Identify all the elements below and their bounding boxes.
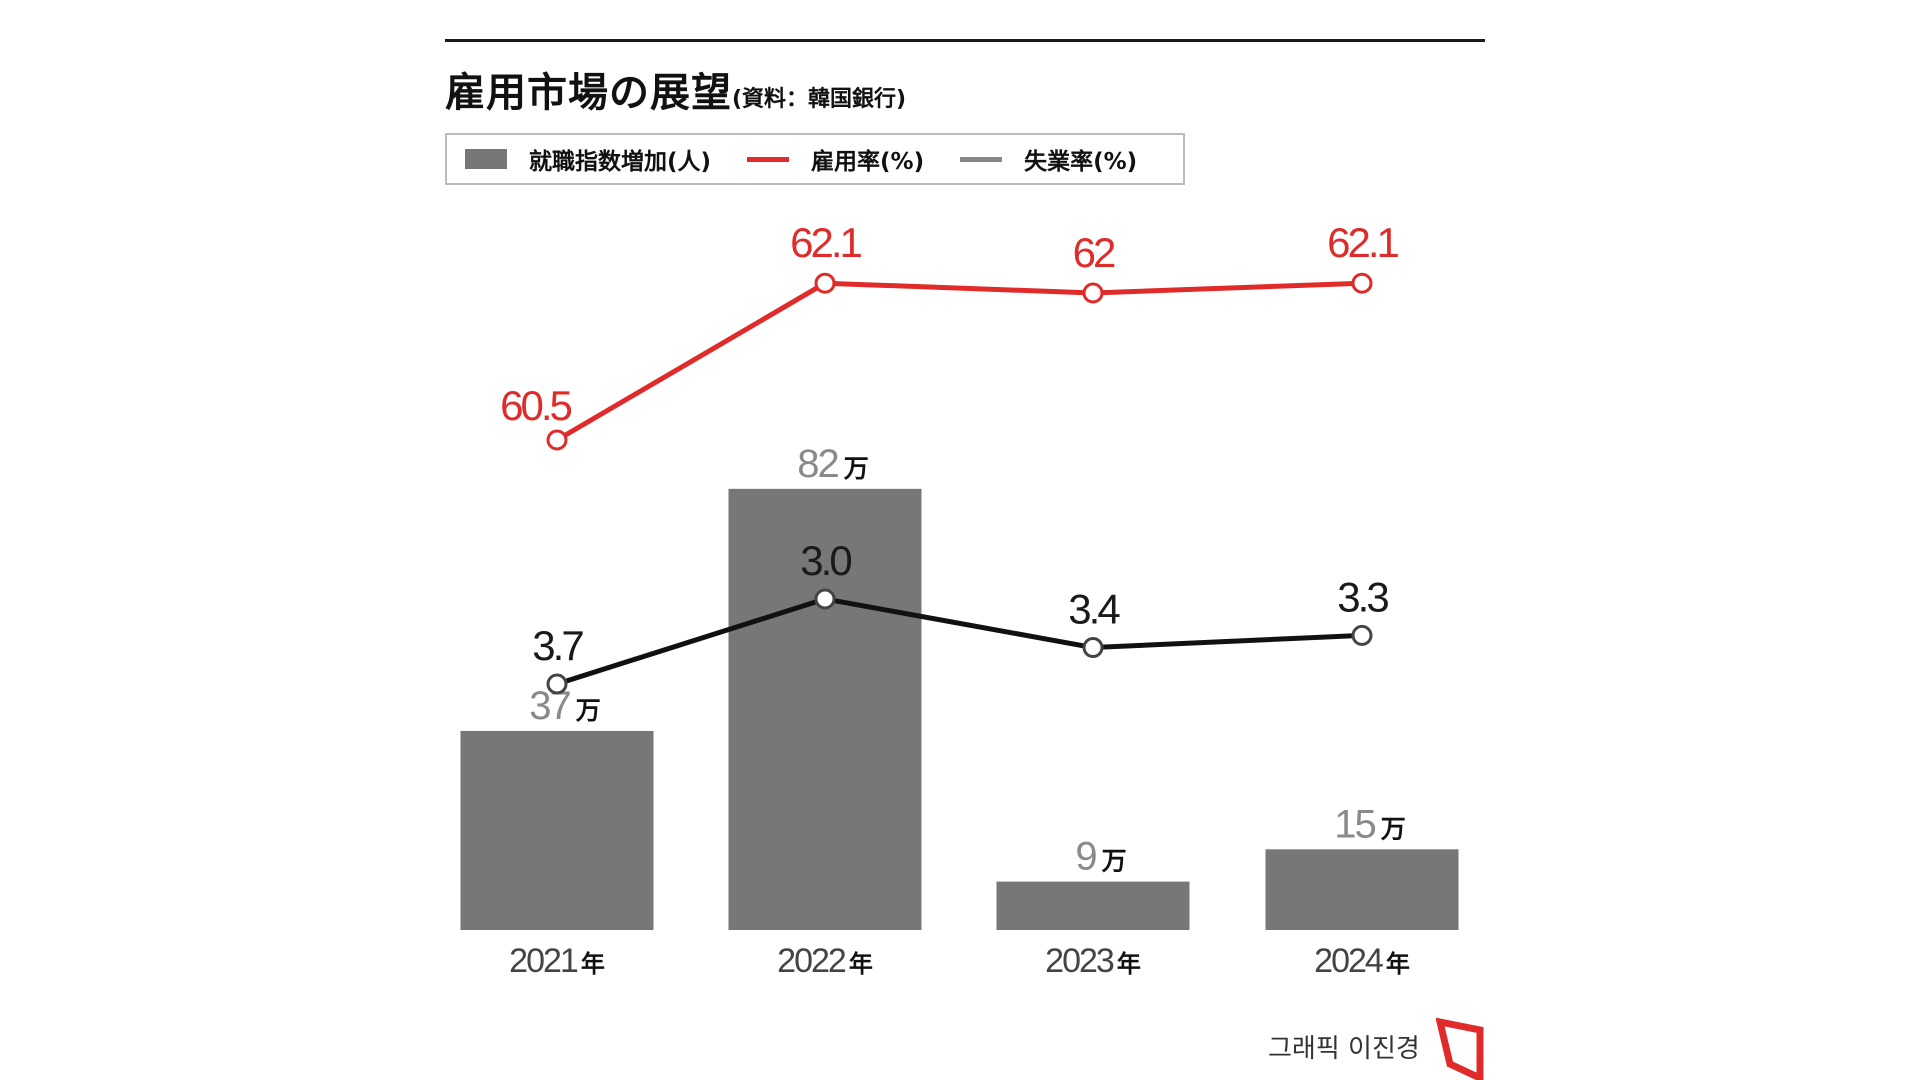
employment-rate-label-2024: 62.1 — [1327, 219, 1398, 266]
unemployment-rate-label-2021: 3.7 — [532, 622, 583, 669]
employment-rate-point-2023 — [1082, 282, 1104, 304]
bar-value-label-2022: 82 万 — [797, 442, 869, 486]
employment-rate-point-2024 — [1351, 272, 1373, 294]
bar-2021 — [460, 730, 654, 930]
title-block: 雇用市場の展望(資料：韓国銀行) — [445, 60, 906, 118]
x-tick-label-2021: 2021 年 — [509, 942, 605, 980]
legend: 就職指数増加(人) 雇用率(%) 失業率(%) — [445, 133, 1185, 185]
employment-rate-point-2021 — [546, 429, 568, 451]
x-tick-label-2022: 2022 年 — [777, 942, 873, 980]
legend-swatch-bar — [465, 149, 507, 169]
legend-swatch-unemployment — [960, 156, 1003, 162]
legend-swatch-employment — [747, 156, 790, 162]
top-rule — [445, 39, 1485, 42]
unemployment-rate-label-2024: 3.3 — [1337, 573, 1388, 620]
unemployment-rate-point-2023 — [1082, 637, 1104, 659]
chart-source: (資料：韓国銀行) — [732, 87, 907, 112]
unemployment-rate-label-2023: 3.4 — [1068, 586, 1120, 633]
unemployment-rate-point-2022 — [814, 588, 836, 610]
bar-2024 — [1265, 849, 1459, 930]
unemployment-rate-point-2024 — [1351, 624, 1373, 646]
employment-rate-label-2022: 62.1 — [790, 219, 861, 266]
bar-2023 — [996, 881, 1190, 930]
publisher-logo-icon — [1436, 1017, 1484, 1080]
legend-item-bar: 就職指数増加(人) — [465, 142, 711, 176]
employment-rate-label-2021: 60.5 — [500, 382, 571, 429]
unemployment-rate-point-2021 — [546, 673, 568, 695]
x-tick-label-2023: 2023 年 — [1045, 942, 1141, 980]
x-tick-label-2024: 2024 年 — [1314, 942, 1410, 980]
legend-label-employment: 雇用率(%) — [811, 149, 925, 175]
bar-2022 — [728, 488, 922, 930]
unemployment-rate-label-2022: 3.0 — [800, 537, 851, 584]
legend-label-unemployment: 失業率(%) — [1024, 149, 1138, 175]
chart-title: 雇用市場の展望 — [445, 70, 732, 116]
bar-value-label-2024: 15 万 — [1334, 802, 1406, 846]
unemployment-rate-line — [556, 596, 1363, 687]
employment-rate-point-2022 — [814, 272, 836, 294]
legend-label-bar: 就職指数増加(人) — [529, 149, 712, 175]
legend-item-employment: 雇用率(%) — [747, 142, 924, 176]
legend-item-unemployment: 失業率(%) — [960, 142, 1137, 176]
employment-rate-label-2023: 62 — [1073, 229, 1115, 276]
employment-rate-line — [555, 280, 1363, 443]
graphic-credit: 그래픽 이진경 — [1268, 1034, 1420, 1064]
